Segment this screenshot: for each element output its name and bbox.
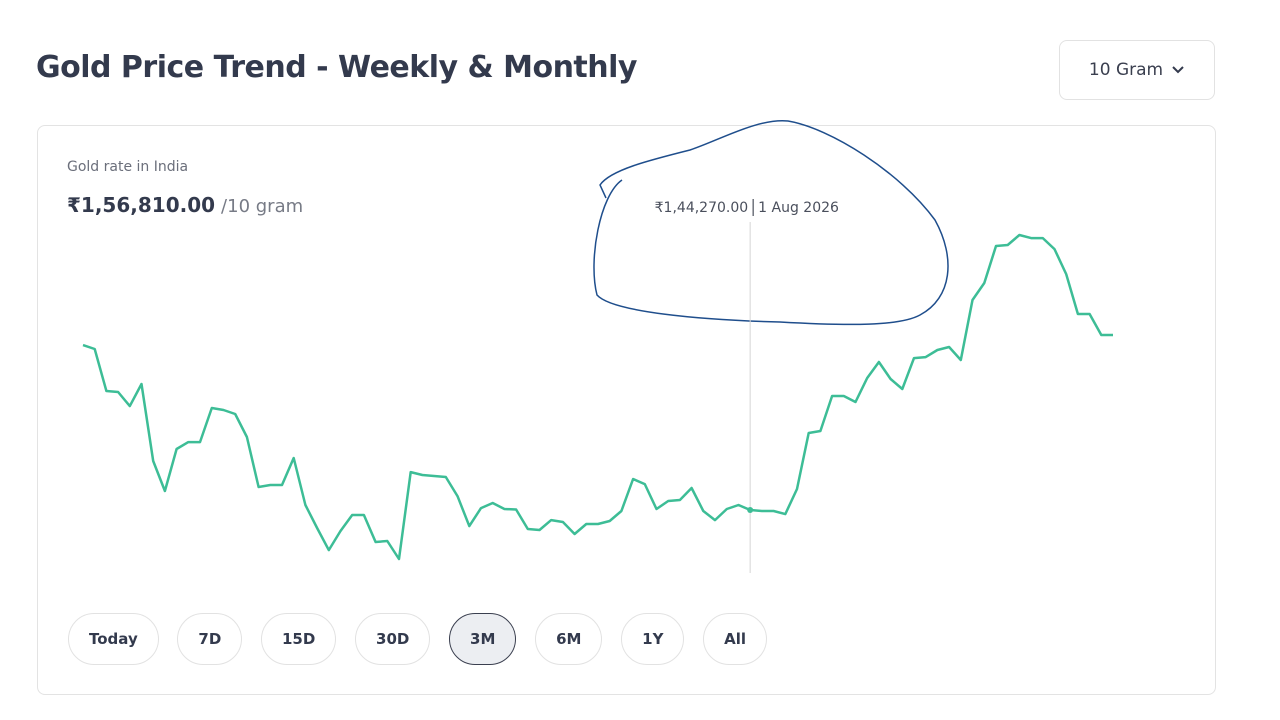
range-button[interactable]: 6M [535,613,603,665]
range-button[interactable]: All [703,613,768,665]
rate-label: Gold rate in India [67,159,189,175]
tooltip-date: 1 Aug 2026 [758,200,839,216]
range-button[interactable]: 7D [177,613,243,665]
range-button[interactable]: 30D [355,613,431,665]
price-unit: /10 gram [221,196,304,217]
hand-drawn-annotation [593,120,949,326]
price-line [82,233,1113,561]
dropdown-label: 10 Gram [1088,60,1164,80]
hover-dot [747,507,754,514]
unit-dropdown[interactable]: 10 Gram [1059,40,1215,100]
range-buttons: Today 7D 15D 30D 3M 6M 1Y All [68,613,768,665]
current-price: ₹1,56,810.00 [67,193,216,217]
range-button[interactable]: Today [68,613,159,665]
range-button[interactable]: 15D [261,613,337,665]
chart-card [37,125,1216,695]
price-row: ₹1,56,810.00 /10 gram [67,193,303,217]
range-button[interactable]: 3M [449,613,517,665]
chevron-icon [1172,66,1184,74]
tooltip-price: ₹1,44,270.00 [655,200,749,216]
range-button[interactable]: 1Y [621,613,685,665]
page-title: Gold Price Trend - Weekly & Monthly [36,50,637,85]
